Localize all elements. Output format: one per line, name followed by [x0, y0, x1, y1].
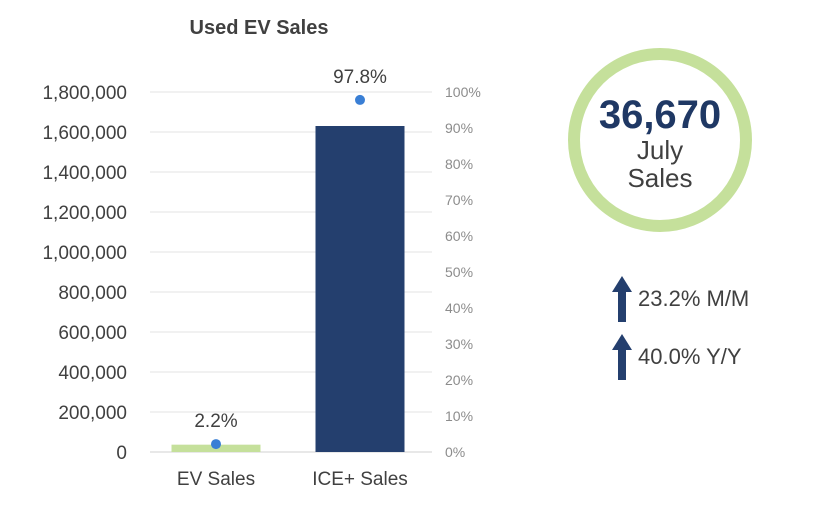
y2-tick-label: 40%	[445, 300, 473, 316]
y2-tick-label: 80%	[445, 156, 473, 172]
y-tick-label: 400,000	[58, 363, 127, 384]
y2-tick-label: 0%	[445, 444, 465, 460]
y-tick-label: 1,000,000	[42, 243, 127, 264]
bar-ice-sales	[315, 126, 405, 452]
y-tick-label: 1,400,000	[42, 163, 127, 184]
change-yoy-text: 40.0% Y/Y	[638, 344, 742, 369]
bar-chart: Used EV Sales 0 200,000 400,000 600,000 800,…	[42, 17, 481, 490]
share-point	[211, 439, 221, 450]
change-mom-text: 23.2% M/M	[638, 286, 750, 311]
y-tick-label: 1,600,000	[42, 123, 127, 144]
y2-tick-label: 70%	[445, 192, 473, 208]
kpi-value: 36,670	[598, 93, 722, 137]
x-tick-label: ICE+ Sales	[312, 469, 408, 490]
y2-tick-label: 60%	[445, 228, 473, 244]
y2-tick-label: 20%	[445, 372, 473, 388]
kpi-label-sales: Sales	[627, 163, 693, 193]
arrow-up-icon	[612, 276, 632, 322]
y-tick-label: 600,000	[58, 323, 127, 344]
y2-tick-label: 30%	[445, 336, 473, 352]
y2-tick-label: 90%	[445, 120, 473, 136]
y-tick-label: 1,200,000	[42, 203, 127, 224]
share-point	[355, 94, 365, 105]
change-yoy: 40.0% Y/Y	[612, 334, 742, 380]
chart-title: Used EV Sales	[190, 17, 329, 39]
x-tick-label: EV Sales	[177, 469, 255, 490]
y-tick-label: 200,000	[58, 403, 127, 424]
share-label: 97.8%	[333, 67, 387, 88]
kpi-circle: 36,670 July Sales	[568, 48, 752, 232]
y2-tick-label: 100%	[445, 84, 481, 100]
share-label: 2.2%	[194, 411, 237, 432]
y2-tick-label: 10%	[445, 408, 473, 424]
change-mom: 23.2% M/M	[612, 276, 749, 322]
arrow-up-icon	[612, 334, 632, 380]
y-tick-label: 800,000	[58, 283, 127, 304]
y-tick-label: 1,800,000	[42, 83, 127, 104]
kpi-label-month: July	[636, 135, 684, 165]
y2-tick-label: 50%	[445, 264, 473, 280]
y-tick-label: 0	[116, 443, 127, 464]
